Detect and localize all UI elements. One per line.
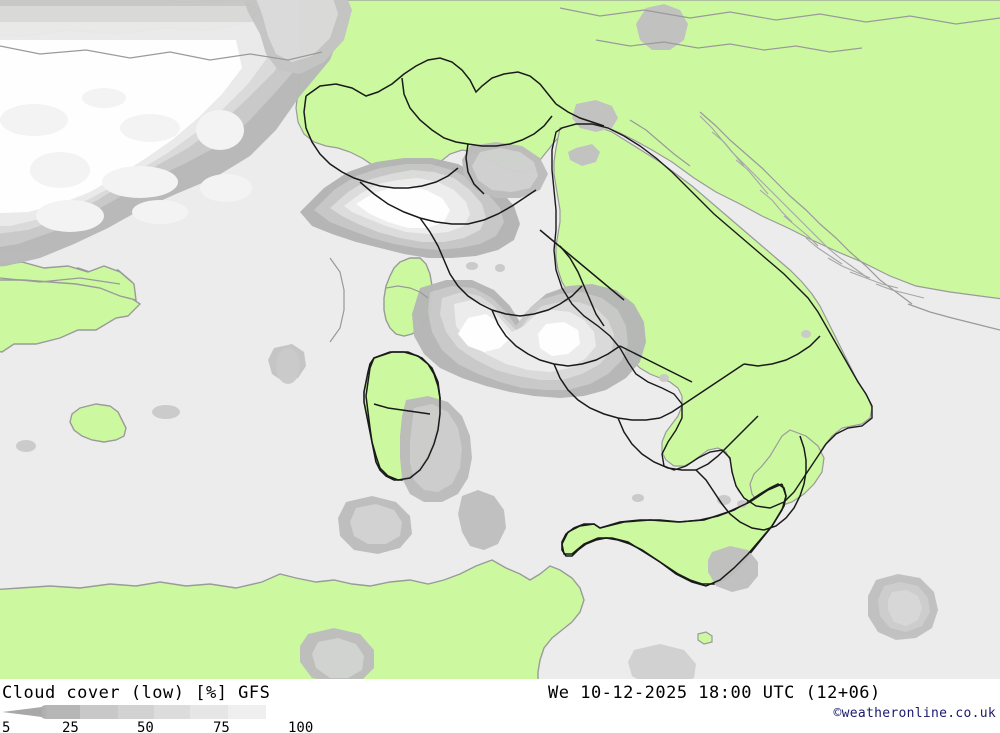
cloud-ionian-50	[888, 590, 922, 626]
cloud-west-med-gaps	[0, 88, 252, 232]
corsica-border	[385, 285, 429, 299]
legend-step-5	[190, 705, 228, 719]
legend-step-1	[46, 705, 80, 719]
dalmatian-coast	[699, 115, 925, 299]
cloud-ligurian-100	[356, 186, 450, 228]
cloud-tunisia-blob-2	[312, 638, 364, 678]
cloud-cover-layer	[0, 0, 938, 679]
legend-tick-25: 25	[62, 720, 79, 733]
international-borders	[0, 7, 1000, 343]
cloud-sardinia-band-25	[410, 404, 462, 492]
legend-tip	[2, 707, 42, 717]
legend-tick-50: 50	[137, 720, 154, 733]
legend-tip2	[42, 705, 46, 719]
product-title: Cloud cover (low) [%] GFS	[2, 683, 271, 703]
cloud-po-patch-2	[472, 148, 538, 192]
cloud-specks	[16, 262, 811, 508]
map-canvas[interactable]	[0, 0, 1000, 679]
legend-gradient-bar	[2, 705, 266, 719]
cloud-venice-rim	[568, 144, 600, 166]
legend-step-6	[228, 705, 266, 719]
land-north-africa	[0, 559, 585, 679]
legend-tick-100: 100	[288, 720, 314, 733]
cloud-malta-blob	[628, 644, 696, 679]
italy-region-borders	[303, 57, 821, 587]
forecast-map[interactable]	[0, 0, 1000, 679]
map-footer: Cloud cover (low) [%] GFS We 10-12-2025 …	[0, 679, 1000, 733]
copyright-notice: ©weatheronline.co.uk	[833, 706, 996, 721]
legend-step-3	[118, 705, 154, 719]
cloud-central-elong	[458, 490, 506, 550]
land-mallorca	[69, 403, 127, 443]
legend-step-2	[80, 705, 118, 719]
cloud-tyrrhenian-100b	[538, 322, 580, 356]
cloud-france-tongue-2	[256, 0, 338, 62]
border-layer	[0, 7, 1000, 587]
legend-step-4	[154, 705, 190, 719]
legend-tick-75: 75	[213, 720, 230, 733]
color-legend: 5 25 50 75 100	[0, 705, 320, 733]
legend-tick-5: 5	[2, 720, 11, 733]
cloud-south-sardinia-blob-2	[350, 504, 402, 544]
land-malta	[697, 631, 713, 645]
valid-datetime: We 10-12-2025 18:00 UTC (12+06)	[548, 683, 881, 703]
italy-coastline	[551, 123, 873, 509]
